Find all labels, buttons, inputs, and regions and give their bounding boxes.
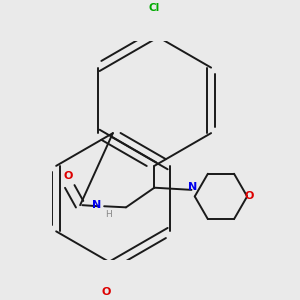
Text: O: O: [102, 287, 111, 297]
Text: O: O: [63, 171, 73, 181]
Text: H: H: [105, 210, 112, 219]
Text: Cl: Cl: [149, 3, 160, 13]
Text: N: N: [188, 182, 197, 192]
Text: N: N: [92, 200, 101, 210]
Text: O: O: [244, 191, 254, 201]
